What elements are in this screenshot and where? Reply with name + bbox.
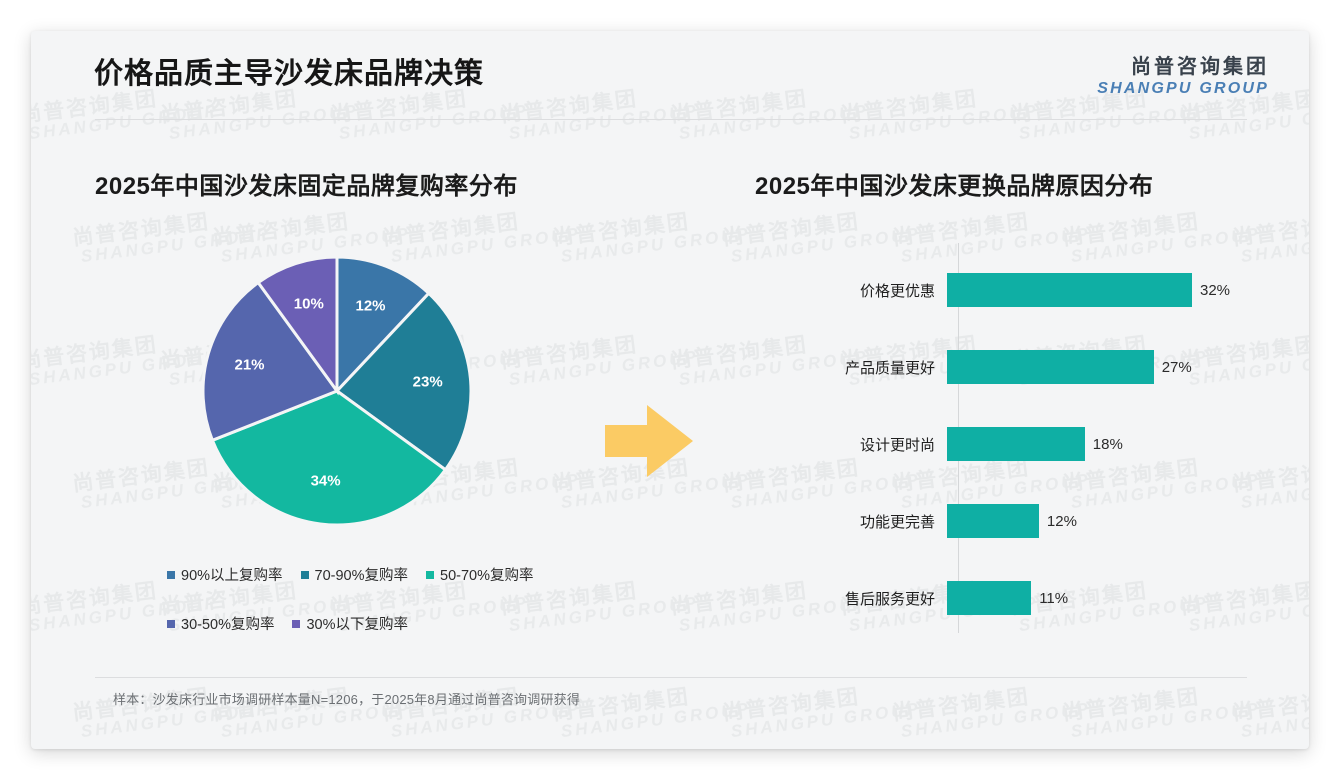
legend-label: 30-50%复购率 (181, 617, 275, 633)
bar-category-label: 售后服务更好 (844, 590, 935, 608)
bar-category-label: 设计更时尚 (859, 436, 935, 454)
bar-category-label: 价格更优惠 (859, 282, 935, 300)
slide-footer: ©2025.10 SHANGPU GROUP www.shangpu-china… (62, 737, 1309, 749)
page-title: 价格品质主导沙发床品牌决策 (94, 58, 485, 90)
pie-chart: 12% 23% 34% 21% 10% (201, 255, 473, 527)
bar-track: 12% (947, 504, 1255, 538)
bar-track: 27% (947, 350, 1255, 384)
bar-category-label: 功能更完善 (859, 513, 935, 531)
bar-row[interactable]: 价格更优惠 32% (755, 273, 1255, 307)
bar-fill[interactable] (947, 581, 1032, 615)
legend-label: 90%以上复购率 (181, 568, 283, 584)
bar-row[interactable]: 设计更时尚 18% (755, 427, 1255, 461)
bar-chart-area: 价格更优惠 32% 产品质量更好 27% 设计更时尚 18% 功能更完善 12% 售后服务更好 1… (755, 243, 1255, 663)
pie-slice[interactable] (334, 291, 473, 472)
footnote-text: 样本：沙发床行业市场调研样本量N=1206，于2025年8月通过尚普咨询调研获得 (113, 692, 581, 707)
pie-legend: 90%以上复购率 70-90%复购率 50-70%复购率 30-50%复购率 30%以下… (167, 564, 637, 634)
footnote-divider (95, 677, 1247, 678)
right-chart-title: 2025年中国沙发床更换品牌原因分布 (755, 173, 1154, 200)
bar-fill[interactable] (947, 350, 1154, 384)
legend-swatch-icon (167, 619, 175, 628)
left-chart-title: 2025年中国沙发床固定品牌复购率分布 (95, 173, 518, 200)
legend-item[interactable]: 90%以上复购率 (167, 564, 283, 585)
legend-label: 30%以下复购率 (306, 617, 409, 633)
bar-row[interactable]: 售后服务更好 11% (755, 581, 1255, 615)
pie-slice-label: 12% (355, 297, 385, 314)
bar-value-label: 18% (1092, 435, 1123, 453)
bar-fill[interactable] (947, 273, 1192, 307)
bar-value-label: 11% (1039, 589, 1069, 607)
logo-chinese-text: 尚普咨询集团 (1131, 56, 1269, 78)
header-divider (95, 119, 1247, 120)
slide-card: 尚普咨询集团 SHANGPU GROUP 尚普咨询集团 SHANGPU GROUP 尚普… (31, 31, 1309, 749)
bar-fill[interactable] (947, 504, 1039, 538)
brand-logo: 尚普咨询集团 SHANGPU GROUP (1097, 55, 1269, 98)
pie-slice[interactable] (201, 280, 340, 443)
slide-header: 价格品质主导沙发床品牌决策 尚普咨询集团 SHANGPU GROUP (31, 31, 1309, 120)
pie-slice-label: 23% (413, 373, 443, 390)
bar-value-label: 27% (1161, 358, 1192, 376)
bar-row[interactable]: 产品质量更好 27% (755, 350, 1255, 384)
right-arrow-icon (601, 399, 697, 488)
pie-slice[interactable] (335, 255, 431, 395)
legend-item[interactable]: 70-90%复购率 (300, 564, 409, 585)
pie-slice[interactable] (210, 389, 448, 527)
pie-chart-area: 12% 23% 34% 21% 10% (95, 241, 635, 541)
legend-swatch-icon (300, 570, 309, 579)
legend-item[interactable]: 30%以下复购率 (292, 613, 408, 634)
legend-label: 70-90%复购率 (314, 568, 409, 584)
legend-swatch-icon (292, 619, 301, 628)
bar-track: 11% (947, 581, 1255, 615)
right-chart-panel: 2025年中国沙发床更换品牌原因分布 价格更优惠 32% 产品质量更好 27% 设计更时… (755, 166, 1255, 663)
legend-item[interactable]: 30-50%复购率 (167, 613, 274, 634)
pie-slice-label: 21% (234, 357, 264, 374)
pie-slice[interactable] (256, 255, 339, 396)
right-arrow-glyph (605, 405, 693, 477)
bar-track: 32% (947, 273, 1255, 307)
bar-value-label: 32% (1200, 281, 1231, 299)
pie-slice-label: 34% (311, 472, 341, 489)
legend-item[interactable]: 50-70%复购率 (426, 564, 534, 585)
logo-english-text: SHANGPU GROUP (1097, 80, 1269, 97)
legend-swatch-icon (167, 570, 175, 579)
bar-category-label: 产品质量更好 (844, 359, 935, 377)
legend-swatch-icon (426, 570, 435, 579)
legend-label: 50-70%复购率 (440, 568, 534, 584)
pie-slice-label: 10% (294, 295, 324, 312)
bar-track: 18% (947, 427, 1255, 461)
bar-fill[interactable] (947, 427, 1085, 461)
bar-row[interactable]: 功能更完善 12% (755, 504, 1255, 538)
bar-value-label: 12% (1046, 512, 1077, 530)
left-chart-panel: 2025年中国沙发床固定品牌复购率分布 12% 23% 34% 21% 10% 90%以… (95, 166, 635, 633)
